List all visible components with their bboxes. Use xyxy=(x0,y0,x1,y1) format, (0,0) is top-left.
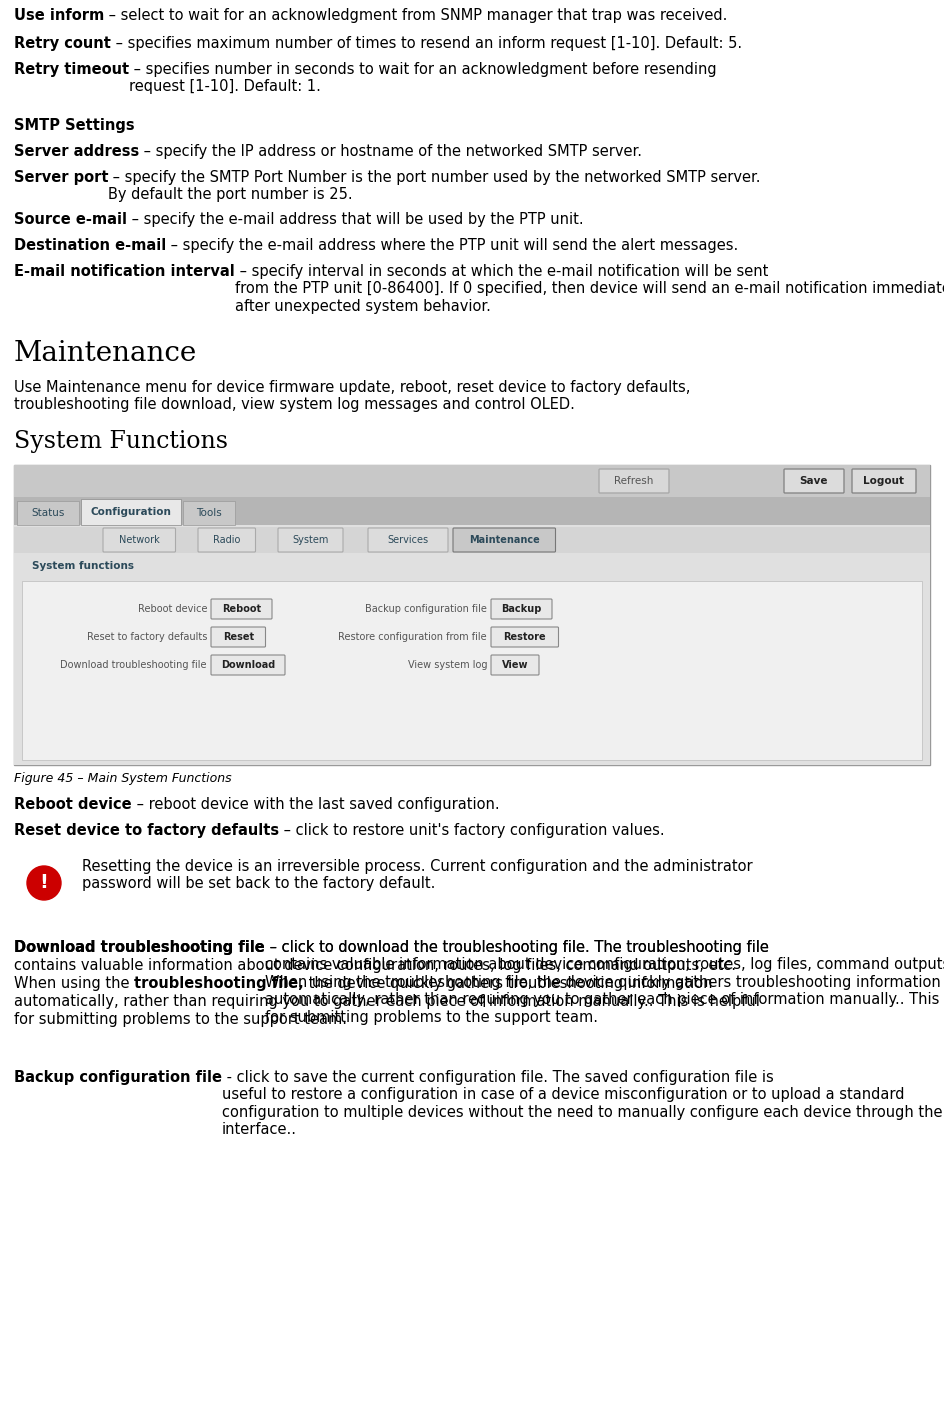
FancyBboxPatch shape xyxy=(852,470,916,494)
Text: for submitting problems to the support team.: for submitting problems to the support t… xyxy=(14,1012,347,1026)
FancyBboxPatch shape xyxy=(368,527,448,551)
Text: Save: Save xyxy=(800,477,828,486)
Text: Retry timeout: Retry timeout xyxy=(14,62,129,78)
FancyBboxPatch shape xyxy=(211,627,265,647)
Text: Maintenance: Maintenance xyxy=(14,340,197,367)
FancyBboxPatch shape xyxy=(14,496,930,525)
FancyBboxPatch shape xyxy=(14,465,930,496)
Text: Restore: Restore xyxy=(503,632,546,642)
FancyBboxPatch shape xyxy=(491,627,559,647)
Text: – specify the SMTP Port Number is the port number used by the networked SMTP ser: – specify the SMTP Port Number is the po… xyxy=(109,171,761,203)
Text: Use Maintenance menu for device firmware update, reboot, reset device to factory: Use Maintenance menu for device firmware… xyxy=(14,381,690,412)
Text: – specify the e-mail address where the PTP unit will send the alert messages.: – specify the e-mail address where the P… xyxy=(166,238,738,252)
Text: Radio: Radio xyxy=(213,534,241,546)
Text: View system log: View system log xyxy=(408,660,487,670)
Text: System: System xyxy=(293,534,329,546)
FancyBboxPatch shape xyxy=(17,501,79,525)
Text: – click to download the troubleshooting file. The troubleshooting file
contains : – click to download the troubleshooting … xyxy=(264,940,944,1025)
Text: – reboot device with the last saved configuration.: – reboot device with the last saved conf… xyxy=(131,797,499,812)
Text: E-mail notification interval: E-mail notification interval xyxy=(14,264,235,279)
FancyBboxPatch shape xyxy=(183,501,235,525)
Text: Maintenance: Maintenance xyxy=(469,534,540,546)
FancyBboxPatch shape xyxy=(14,525,930,766)
Text: – specifies number in seconds to wait for an acknowledgment before resending
req: – specifies number in seconds to wait fo… xyxy=(129,62,716,94)
Text: troubleshooting file,: troubleshooting file, xyxy=(134,976,304,991)
Text: Use inform: Use inform xyxy=(14,8,104,23)
FancyBboxPatch shape xyxy=(599,470,669,494)
Text: – specify the IP address or hostname of the networked SMTP server.: – specify the IP address or hostname of … xyxy=(140,144,642,159)
Text: Download troubleshooting file: Download troubleshooting file xyxy=(60,660,207,670)
FancyBboxPatch shape xyxy=(784,470,844,494)
Text: Reset: Reset xyxy=(223,632,254,642)
Text: Reboot device: Reboot device xyxy=(14,797,131,812)
Text: automatically, rather than requiring you to gather each piece of information man: automatically, rather than requiring you… xyxy=(14,994,760,1010)
FancyBboxPatch shape xyxy=(198,527,256,551)
Text: !: ! xyxy=(40,874,48,893)
Text: Server port: Server port xyxy=(14,171,109,185)
Text: Resetting the device is an irreversible process. Current configuration and the a: Resetting the device is an irreversible … xyxy=(82,859,752,891)
Text: Download: Download xyxy=(221,660,275,670)
FancyBboxPatch shape xyxy=(211,656,285,675)
Text: – specifies maximum number of times to resend an inform request [1-10]. Default:: – specifies maximum number of times to r… xyxy=(110,37,742,51)
FancyBboxPatch shape xyxy=(14,465,930,766)
Text: Download troubleshooting file: Download troubleshooting file xyxy=(14,940,264,955)
Text: Download troubleshooting file: Download troubleshooting file xyxy=(14,940,264,955)
Text: Reset device to factory defaults: Reset device to factory defaults xyxy=(14,823,279,838)
Text: Reset to factory defaults: Reset to factory defaults xyxy=(87,632,207,642)
Text: – click to download the troubleshooting file. The troubleshooting file: – click to download the troubleshooting … xyxy=(264,940,768,955)
Circle shape xyxy=(27,866,61,900)
Text: Backup configuration file: Backup configuration file xyxy=(14,1070,222,1086)
Text: Logout: Logout xyxy=(864,477,904,486)
Text: – click to restore unit's factory configuration values.: – click to restore unit's factory config… xyxy=(279,823,665,838)
Text: the device quickly gathers troubleshooting information: the device quickly gathers troubleshooti… xyxy=(304,976,713,991)
FancyBboxPatch shape xyxy=(103,527,176,551)
Text: Retry count: Retry count xyxy=(14,37,110,51)
FancyBboxPatch shape xyxy=(278,527,343,551)
Text: – select to wait for an acknowledgment from SNMP manager that trap was received.: – select to wait for an acknowledgment f… xyxy=(104,8,728,23)
Text: System Functions: System Functions xyxy=(14,430,228,453)
FancyBboxPatch shape xyxy=(453,527,555,551)
Text: Server address: Server address xyxy=(14,144,140,159)
FancyBboxPatch shape xyxy=(14,527,930,553)
Text: Destination e-mail: Destination e-mail xyxy=(14,238,166,252)
Text: System functions: System functions xyxy=(32,561,134,571)
FancyBboxPatch shape xyxy=(491,656,539,675)
Text: Backup configuration file: Backup configuration file xyxy=(365,603,487,613)
Text: Configuration: Configuration xyxy=(91,508,172,517)
Text: Reboot: Reboot xyxy=(222,603,261,613)
Text: contains valuable information about device configuration, routes, log files, com: contains valuable information about devi… xyxy=(14,957,736,973)
Text: View: View xyxy=(502,660,529,670)
Text: Figure 45 – Main System Functions: Figure 45 – Main System Functions xyxy=(14,773,231,785)
Text: Status: Status xyxy=(31,508,65,517)
Text: Restore configuration from file: Restore configuration from file xyxy=(338,632,487,642)
FancyBboxPatch shape xyxy=(22,581,922,760)
FancyBboxPatch shape xyxy=(211,599,272,619)
Text: Backup: Backup xyxy=(501,603,542,613)
Text: Services: Services xyxy=(387,534,429,546)
Text: Reboot device: Reboot device xyxy=(138,603,207,613)
Text: SMTP Settings: SMTP Settings xyxy=(14,118,135,133)
Text: Network: Network xyxy=(119,534,160,546)
Text: – specify the e-mail address that will be used by the PTP unit.: – specify the e-mail address that will b… xyxy=(127,212,583,227)
Text: When using the: When using the xyxy=(14,976,134,991)
Text: – specify interval in seconds at which the e-mail notification will be sent
from: – specify interval in seconds at which t… xyxy=(235,264,944,314)
Text: - click to save the current configuration file. The saved configuration file is
: - click to save the current configuratio… xyxy=(222,1070,944,1138)
Text: Tools: Tools xyxy=(196,508,222,517)
FancyBboxPatch shape xyxy=(81,499,181,525)
Text: Refresh: Refresh xyxy=(615,477,653,486)
Text: Source e-mail: Source e-mail xyxy=(14,212,127,227)
FancyBboxPatch shape xyxy=(491,599,552,619)
